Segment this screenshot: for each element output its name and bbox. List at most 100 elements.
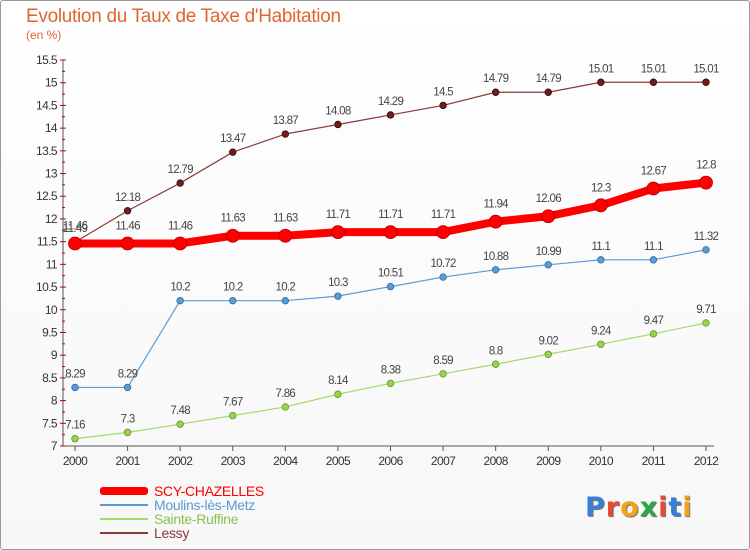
data-label-sainte-ruffine: 7.86 [276,388,296,400]
data-label-sainte-ruffine: 7.3 [121,413,135,425]
legend-swatch-lessy [100,532,148,534]
data-point-lessy [229,148,237,156]
data-label-scy-chazelles: 11.63 [221,213,246,225]
data-point-moulins-les-metz [334,292,342,300]
legend-label: Moulins-lès-Metz [154,497,255,513]
y-tick-label: 8.5 [42,371,58,385]
data-label-scy-chazelles: 11.46 [115,220,140,232]
legend-item-lessy: Lessy [100,526,264,540]
x-tick-label: 2000 [63,454,88,468]
x-tick-label: 2002 [168,454,193,468]
data-point-sainte-ruffine [702,319,710,327]
data-point-scy-chazelles [593,198,608,213]
data-point-sainte-ruffine [597,340,605,348]
data-label-sainte-ruffine: 7.48 [170,405,190,417]
x-tick-label: 2008 [484,454,509,468]
y-tick-label: 7 [51,439,58,453]
y-tick-label: 10.5 [36,280,58,294]
data-label-lessy: 11.49 [63,223,88,235]
y-tick-label: 14.5 [36,98,58,112]
data-point-moulins-les-metz [439,273,447,281]
data-point-sainte-ruffine [281,403,290,411]
data-point-sainte-ruffine [176,420,184,428]
y-tick-label: 10 [45,303,58,317]
y-tick-label: 15 [45,76,58,90]
data-label-scy-chazelles: 11.46 [168,220,193,232]
x-tick-label: 2001 [115,454,140,468]
legend: SCY-CHAZELLES Moulins-lès-Metz Sainte-Ru… [100,484,264,540]
data-label-scy-chazelles: 11.71 [378,209,403,221]
logo-letter: i [658,492,669,523]
data-label-sainte-ruffine: 8.59 [433,355,453,367]
y-tick-label: 9 [51,348,58,362]
data-point-scy-chazelles [383,225,398,240]
data-point-sainte-ruffine [71,435,79,443]
y-tick-label: 14 [45,121,58,135]
legend-item-moulins-les-metz: Moulins-lès-Metz [100,498,264,512]
x-tick-label: 2003 [221,454,246,468]
data-point-lessy [281,130,290,138]
logo-letter: t [668,492,683,523]
data-label-scy-chazelles: 11.46 [63,220,88,232]
y-tick-label: 8 [51,394,58,408]
data-label-lessy: 14.29 [378,96,404,108]
x-tick-label: 2007 [431,454,456,468]
data-label-moulins-les-metz: 10.88 [483,251,509,263]
data-label-sainte-ruffine: 9.02 [538,335,558,347]
data-point-moulins-les-metz [649,256,658,264]
x-tick-label: 2004 [273,454,298,468]
y-tick-label: 13.5 [36,144,58,158]
data-label-scy-chazelles: 12.8 [696,160,716,172]
legend-label: SCY-CHAZELLES [154,483,264,499]
data-point-scy-chazelles [225,228,240,243]
data-point-moulins-les-metz [491,266,500,274]
data-point-scy-chazelles [646,181,661,196]
data-point-moulins-les-metz [702,246,710,254]
data-point-lessy [702,78,710,86]
data-point-scy-chazelles [120,236,135,251]
x-tick-label: 2009 [536,454,561,468]
data-point-moulins-les-metz [71,383,79,392]
data-label-lessy: 15.01 [641,63,667,75]
data-point-sainte-ruffine [334,390,342,398]
data-label-lessy: 14.08 [325,105,351,117]
data-label-sainte-ruffine: 9.47 [644,315,664,327]
data-label-scy-chazelles: 12.67 [641,166,667,178]
data-label-scy-chazelles: 11.71 [431,209,456,221]
data-label-lessy: 12.18 [115,192,141,204]
data-label-sainte-ruffine: 8.38 [381,364,401,376]
data-point-lessy [491,88,500,96]
y-tick-label: 12 [45,212,58,226]
data-label-moulins-les-metz: 8.29 [65,368,85,380]
data-label-lessy: 13.87 [273,115,299,127]
logo-letter: i [682,492,693,523]
data-label-moulins-les-metz: 11.1 [644,241,663,253]
logo-letter: P [585,492,606,523]
logo-letter: o [620,492,640,523]
data-label-lessy: 14.79 [536,73,562,85]
x-tick-label: 2011 [642,454,666,468]
x-tick-label: 2012 [694,454,719,468]
data-point-moulins-les-metz [544,261,552,269]
legend-swatch-moulins-les-metz [100,504,148,506]
x-tick-label: 2010 [589,454,614,468]
data-label-lessy: 13.47 [220,133,246,145]
chart-title: Evolution du Taux de Taxe d'Habitation [26,6,341,27]
data-label-scy-chazelles: 12.3 [591,182,611,194]
data-label-sainte-ruffine: 7.16 [65,420,85,432]
data-label-moulins-les-metz: 10.51 [378,268,404,280]
data-point-lessy [649,78,658,86]
logo-letter: x [639,492,659,523]
y-tick-label: 13 [45,167,58,181]
legend-swatch-scy-chazelles [100,487,148,495]
data-label-moulins-les-metz: 10.3 [328,277,348,289]
data-point-moulins-les-metz [597,256,605,264]
data-point-lessy [386,111,395,119]
y-tick-label: 7.5 [42,416,58,430]
data-point-moulins-les-metz [123,383,132,392]
legend-item-scy-chazelles: SCY-CHAZELLES [100,484,264,498]
logo-letter: r [605,492,621,523]
x-tick-label: 2005 [326,454,351,468]
y-tick-label: 12.5 [36,189,58,203]
